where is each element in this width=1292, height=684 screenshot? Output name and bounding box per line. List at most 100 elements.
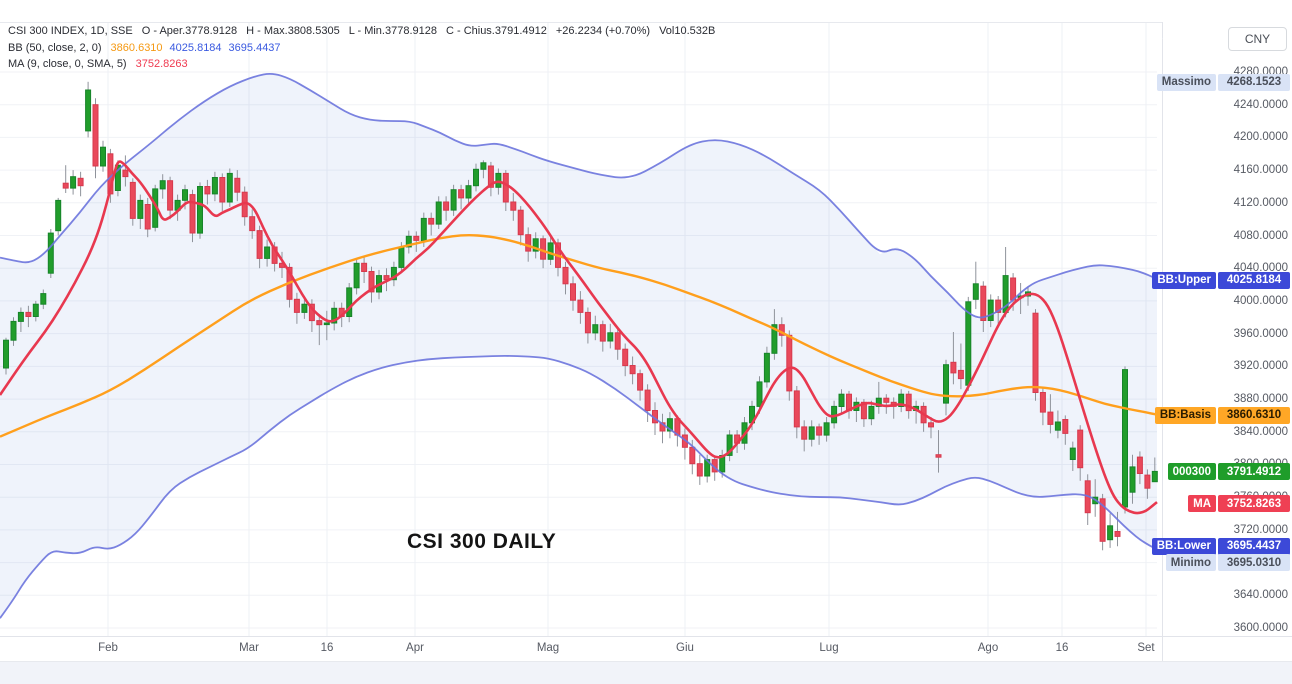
price-marker-bb-upper: BB:Upper 4025.8184 <box>1152 271 1290 289</box>
time-axis-label: Lug <box>819 642 839 654</box>
time-axis-label: Giu <box>676 642 694 654</box>
candle-body <box>100 146 106 167</box>
candle-body <box>40 293 47 305</box>
candle-body <box>868 405 875 420</box>
price-axis-label: 3600.0000 <box>1233 622 1288 634</box>
candle-body <box>1099 498 1106 542</box>
candle-body <box>1144 474 1151 489</box>
candle-body <box>637 373 644 391</box>
candle-body <box>1054 421 1061 431</box>
legend-symbol-row[interactable]: CSI 300 INDEX, 1D, SSE O - Aper.3778.9128… <box>8 24 724 40</box>
price-axis-label: 4040.0000 <box>1233 262 1288 275</box>
bb-lower-value: 3695.4437 <box>228 41 281 54</box>
candle-body <box>823 422 830 436</box>
candle-body <box>793 390 800 428</box>
candle-body <box>517 209 524 236</box>
candle-body <box>398 246 405 268</box>
price-marker-value: 3695.0310 <box>1218 554 1290 572</box>
candle-body <box>607 332 614 342</box>
candle-body <box>495 172 502 188</box>
candle-body <box>510 201 517 211</box>
candle-body <box>875 397 882 407</box>
legend-change: +26.2234 (+0.70%) <box>555 25 651 37</box>
time-axis-label: Feb <box>98 642 118 654</box>
bottom-strip <box>0 662 1292 684</box>
candle-body <box>226 172 233 203</box>
time-axis-label: Apr <box>406 642 424 654</box>
bb-indicator-label: BB (50, close, 2, 0) <box>8 41 102 54</box>
time-axis-label: 16 <box>1055 642 1069 654</box>
time-axis[interactable]: Feb Mar 16 Apr Mag Giu Lug Ago 16 Set <box>0 637 1162 661</box>
price-chart-canvas[interactable] <box>0 0 1162 662</box>
bb-basis-line <box>0 234 1158 438</box>
candle-body <box>428 217 435 225</box>
candle-body <box>234 177 241 193</box>
candle-body <box>458 189 465 199</box>
candle-body <box>592 324 599 334</box>
candle-body <box>771 324 778 354</box>
price-axis-label: 4200.0000 <box>1233 131 1288 144</box>
price-marker-value: 4268.1523 <box>1218 73 1290 91</box>
candle-body <box>905 393 912 412</box>
candle-body <box>696 463 703 477</box>
candle-body <box>204 186 211 195</box>
candle-body <box>1122 369 1128 508</box>
price-marker-label: BB:Upper <box>1152 271 1216 289</box>
candle-body <box>935 454 942 458</box>
ma-value: 3752.8263 <box>135 58 188 70</box>
candle-body <box>838 393 845 408</box>
price-axis-label: 3840.0000 <box>1233 425 1288 438</box>
candle-body <box>62 182 69 189</box>
price-marker-label: BB:Lower <box>1151 537 1216 555</box>
candle-body <box>1129 466 1136 493</box>
price-marker-value: 3860.6310 <box>1218 406 1290 424</box>
price-axis-label: 3960.0000 <box>1233 327 1288 340</box>
bb-basis-value: 3860.6310 <box>110 41 163 54</box>
candle-body <box>644 389 651 412</box>
candle-body <box>137 199 144 219</box>
candle-body <box>323 322 330 326</box>
legend-ma-row[interactable]: MA (9, close, 0, SMA, 5) 3752.8263 <box>8 57 724 73</box>
price-axis-label: 4080.0000 <box>1233 229 1288 242</box>
candle-body <box>972 283 979 300</box>
candle-body <box>943 364 949 404</box>
candle-body <box>331 307 338 324</box>
candle-body <box>182 189 188 201</box>
price-axis-label: 4120.0000 <box>1233 196 1288 209</box>
candle-body <box>353 262 360 289</box>
bollinger-band-fill <box>0 72 1157 619</box>
candle-body <box>898 393 905 408</box>
candle-body <box>405 235 412 248</box>
candle-body <box>144 204 151 230</box>
candle-body <box>1136 456 1143 475</box>
candle-body <box>316 320 323 326</box>
candle-body <box>629 365 636 375</box>
currency-button[interactable]: CNY <box>1228 27 1287 51</box>
candle-body <box>1032 312 1039 394</box>
legend-high: H - Max.3808.5305 <box>246 25 340 37</box>
time-axis-label: 16 <box>320 642 334 654</box>
candle-body <box>1077 429 1084 469</box>
candle-body <box>413 235 420 241</box>
candle-body <box>547 242 554 260</box>
candle-body <box>808 426 815 440</box>
candle-body <box>47 232 54 274</box>
time-axis-label: Ago <box>977 642 999 654</box>
candle-body <box>249 216 256 232</box>
legend-low: L - Min.3778.9128 <box>348 25 437 37</box>
candle-body <box>1114 531 1121 537</box>
candle-body <box>1151 470 1158 483</box>
candle-body <box>443 201 450 211</box>
price-axis-label: 3640.0000 <box>1233 589 1288 602</box>
candle-body <box>368 271 375 293</box>
legend-bb-row[interactable]: BB (50, close, 2, 0) 3860.6310 4025.8184 36… <box>8 41 724 57</box>
bb-lower-line <box>0 355 1158 619</box>
top-border <box>0 22 1292 23</box>
price-marker-ma: MA 3752.8263 <box>1188 495 1290 513</box>
candle-body <box>420 217 427 241</box>
price-axis[interactable]: 3600.00003640.00003680.00003720.00003760… <box>1151 22 1292 636</box>
candle-body <box>562 266 569 285</box>
candle-body <box>928 422 934 428</box>
candle-body <box>763 352 770 383</box>
candle-body <box>346 287 353 317</box>
